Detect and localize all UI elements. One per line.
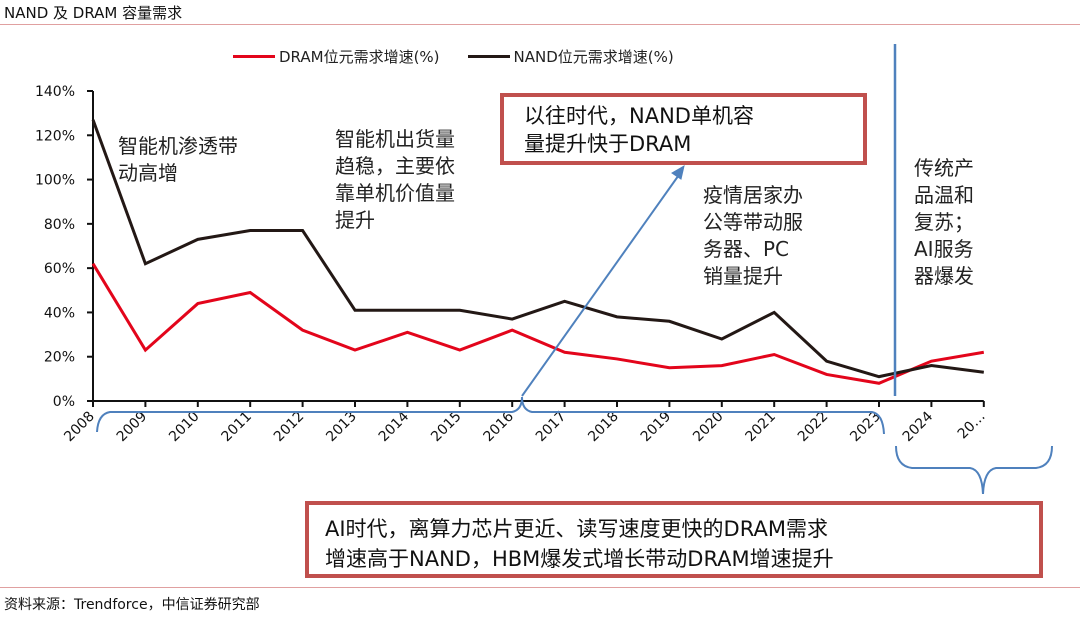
y-tick-label: 20% — [44, 350, 75, 366]
x-tick-label: 2019 — [638, 409, 675, 446]
bracket-past-era — [96, 396, 885, 435]
y-tick-label: 80% — [44, 217, 75, 233]
x-tick-label: 20… — [955, 409, 989, 443]
annotation-smartphone-penetration: 智能机渗透带 动高增 — [118, 134, 238, 185]
legend-label-nand: NAND位元需求增速(%) — [513, 48, 674, 66]
annotation-smartphone-stable: 智能机出货量 趋稳，主要依 靠单机价值量 提升 — [335, 127, 455, 232]
nand-series-line — [91, 119, 984, 379]
x-tick-label: 2024 — [900, 408, 937, 445]
annotation-ai-server: 传统产 品温和 复苏； AI服务 器爆发 — [914, 156, 974, 288]
x-tick-label: 2010 — [166, 409, 203, 446]
callout-box-ai-era: AI时代，离算力芯片更近、读写速度更快的DRAM需求 增速高于NAND，HBM爆… — [305, 501, 1043, 578]
x-tick-label: 2015 — [428, 409, 465, 446]
annotation-pandemic: 疫情居家办 公等带动服 务器、PC 销量提升 — [703, 183, 803, 288]
legend-item-dram: DRAM位元需求增速(%) — [233, 46, 440, 67]
y-tick-label: 100% — [35, 173, 75, 189]
legend-label-dram: DRAM位元需求增速(%) — [279, 48, 440, 66]
x-tick-label: 2020 — [690, 409, 727, 446]
y-tick-label: 140% — [35, 84, 75, 100]
x-tick-label: 2016 — [481, 408, 518, 445]
x-tick-label: 2009 — [114, 409, 151, 446]
arrow-head-icon — [671, 164, 685, 180]
legend-item-nand: NAND位元需求增速(%) — [467, 46, 674, 67]
chart-title: NAND 及 DRAM 容量需求 — [4, 4, 183, 22]
bracket-ai-era — [895, 445, 1053, 495]
source-note: 资料来源：Trendforce，中信证券研究部 — [4, 597, 260, 613]
footer-divider — [0, 587, 1080, 588]
legend-swatch-nand — [467, 55, 510, 58]
x-tick-label: 2008 — [61, 409, 98, 446]
y-tick-label: 0% — [53, 394, 75, 410]
x-tick-label: 2021 — [743, 409, 780, 446]
y-tick-label: 40% — [44, 305, 75, 321]
callout-box-past-era: 以往时代，NAND单机容 量提升快于DRAM — [500, 93, 867, 165]
x-tick-label: 2014 — [376, 408, 413, 445]
chart-legend: DRAM位元需求增速(%) NAND位元需求增速(%) — [233, 46, 674, 67]
title-divider — [0, 24, 1080, 25]
x-tick-label: 2017 — [533, 409, 570, 446]
dram-series-line — [91, 262, 985, 385]
x-tick-label: 2023 — [847, 409, 884, 446]
x-tick-label: 2022 — [795, 409, 832, 446]
x-tick-label: 2013 — [323, 409, 360, 446]
x-tick-label: 2018 — [585, 409, 622, 446]
y-tick-label: 120% — [35, 128, 75, 144]
arrow-line — [521, 171, 682, 397]
x-tick-label: 2011 — [219, 409, 256, 446]
x-tick-label: 2012 — [271, 409, 308, 446]
legend-swatch-dram — [233, 55, 275, 58]
y-tick-label: 60% — [44, 261, 75, 277]
